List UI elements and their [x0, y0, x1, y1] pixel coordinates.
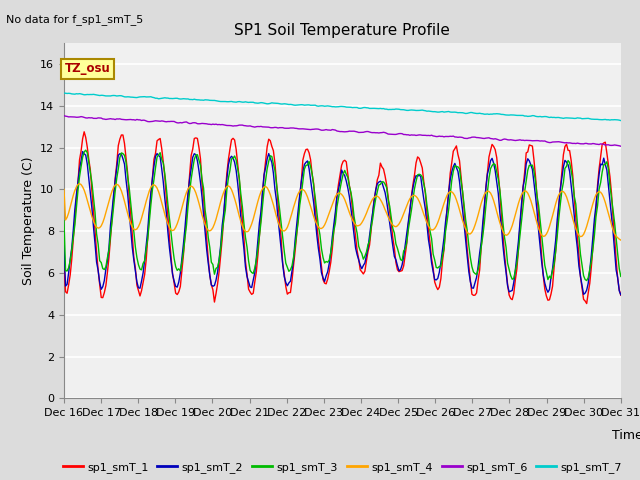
Text: TZ_osu: TZ_osu — [65, 62, 111, 75]
Y-axis label: Soil Temperature (C): Soil Temperature (C) — [22, 156, 35, 285]
Legend: sp1_smT_1, sp1_smT_2, sp1_smT_3, sp1_smT_4, sp1_smT_6, sp1_smT_7: sp1_smT_1, sp1_smT_2, sp1_smT_3, sp1_smT… — [58, 457, 627, 477]
Title: SP1 Soil Temperature Profile: SP1 Soil Temperature Profile — [234, 23, 451, 38]
Text: No data for f_sp1_smT_5: No data for f_sp1_smT_5 — [6, 14, 143, 25]
X-axis label: Time: Time — [612, 429, 640, 442]
